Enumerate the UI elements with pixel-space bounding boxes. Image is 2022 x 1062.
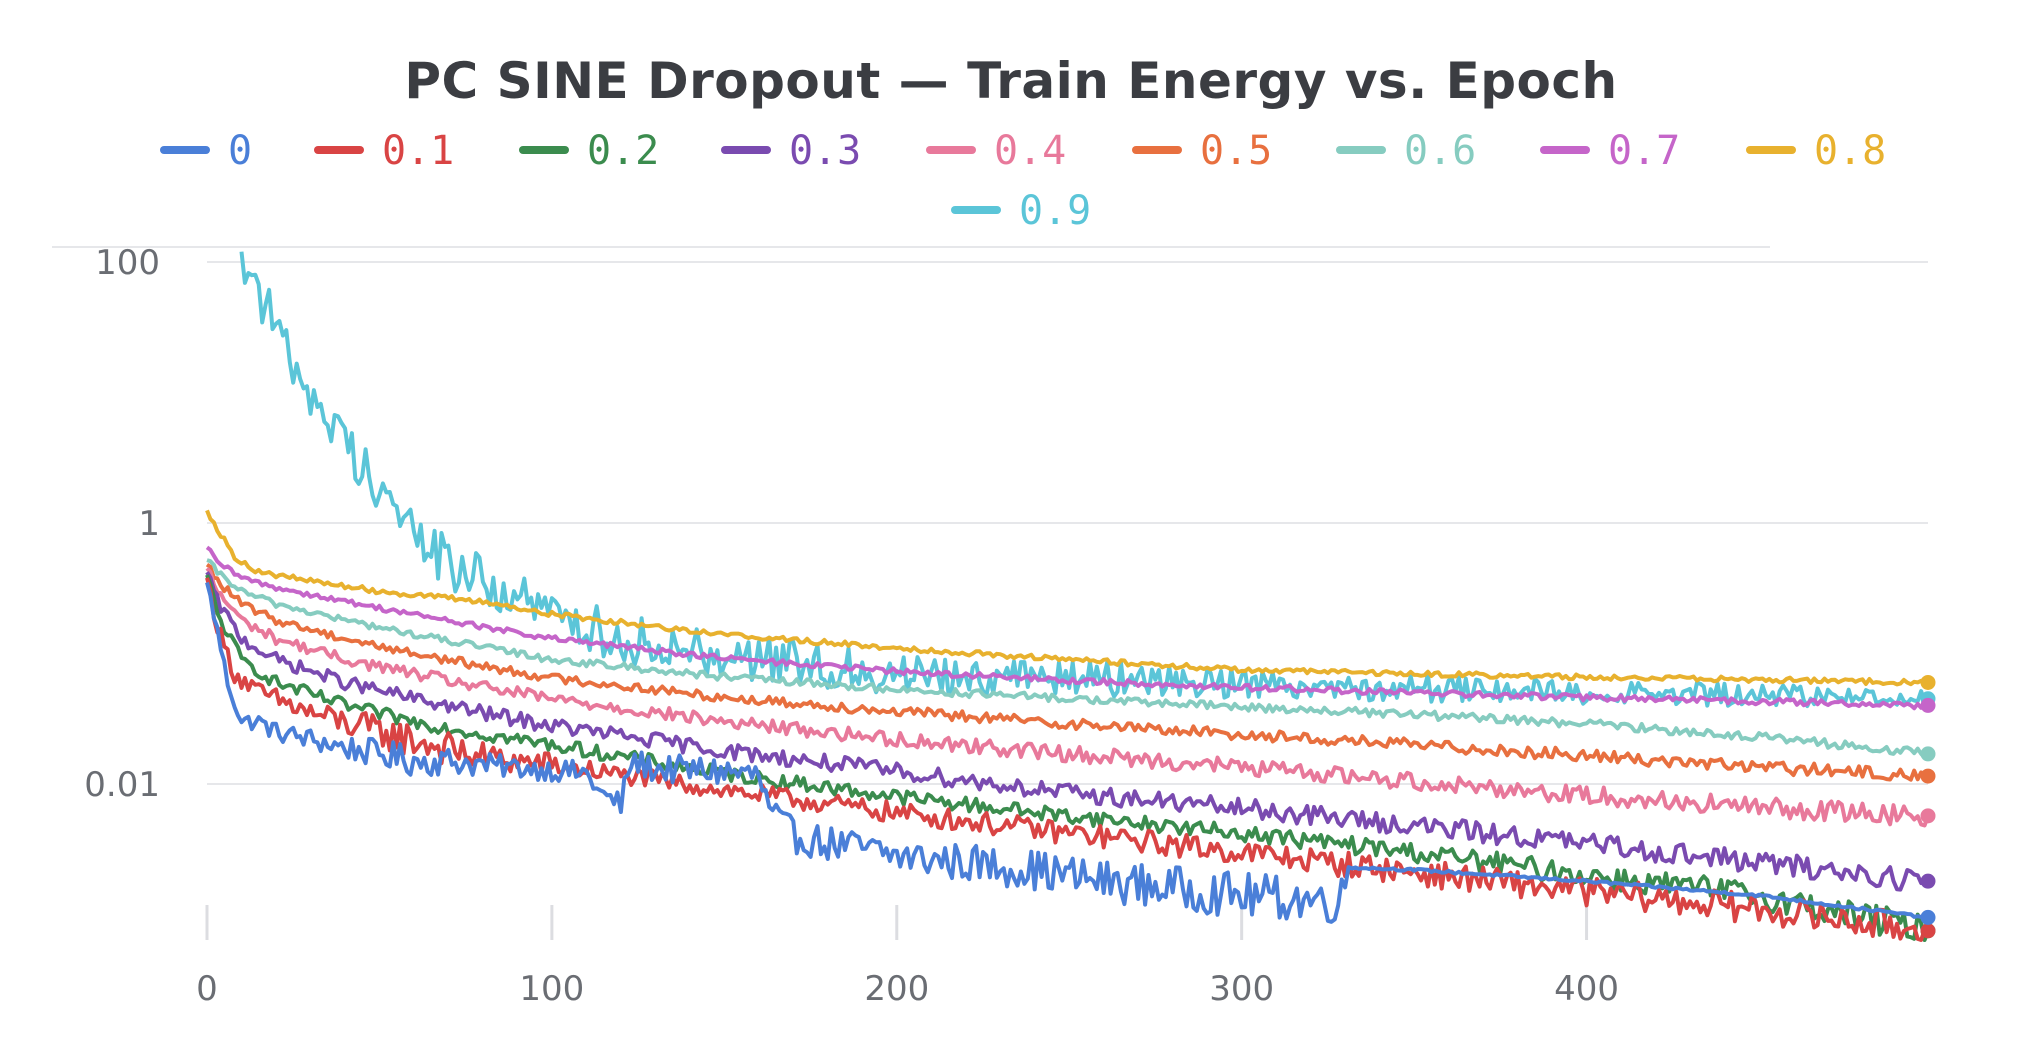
series-line-0.9 bbox=[239, 251, 1930, 709]
x-tick-label: 0 bbox=[196, 969, 218, 1009]
legend-label: 0.9 bbox=[1019, 188, 1091, 234]
end-marker-0 bbox=[1920, 909, 1936, 925]
x-tick-label: 200 bbox=[864, 969, 929, 1009]
legend-label: 0.5 bbox=[1200, 128, 1272, 174]
legend-item[interactable]: 0.5 bbox=[1132, 128, 1272, 174]
x-tick-label: 100 bbox=[519, 969, 584, 1009]
end-marker-0.6 bbox=[1920, 746, 1936, 762]
legend-label: 0 bbox=[228, 128, 252, 174]
legend-item[interactable]: 0.2 bbox=[519, 128, 659, 174]
series-line-0.3 bbox=[205, 571, 1929, 892]
series-line-0.7 bbox=[205, 545, 1929, 711]
series-lines bbox=[205, 251, 1930, 942]
legend-item[interactable]: 0.3 bbox=[721, 128, 861, 174]
legend-item[interactable]: 0.1 bbox=[314, 128, 454, 174]
series-line-0.4 bbox=[205, 566, 1930, 828]
legend-label: 0.3 bbox=[789, 128, 861, 174]
series-line-0.8 bbox=[205, 509, 1930, 687]
axes: 100 1 0.01 0 100 200 300 400 bbox=[84, 243, 1619, 1009]
x-tick-label: 300 bbox=[1209, 969, 1274, 1009]
series-line-0.6 bbox=[206, 558, 1930, 760]
y-tick-label: 100 bbox=[95, 243, 160, 283]
legend-item[interactable]: 0.7 bbox=[1540, 128, 1680, 174]
chart-title: PC SINE Dropout — Train Energy vs. Epoch bbox=[404, 52, 1618, 110]
legend-label: 0.8 bbox=[1814, 128, 1886, 174]
y-tick-label: 1 bbox=[138, 504, 160, 544]
end-marker-0.5 bbox=[1920, 768, 1936, 784]
legend-label: 0.2 bbox=[587, 128, 659, 174]
end-marker-0.7 bbox=[1920, 697, 1936, 713]
grid bbox=[52, 246, 1928, 940]
legend-label: 0.1 bbox=[382, 128, 454, 174]
y-tick-label: 0.01 bbox=[84, 765, 160, 805]
end-marker-0.8 bbox=[1920, 674, 1936, 690]
end-marker-0.3 bbox=[1920, 873, 1936, 889]
end-marker-0.4 bbox=[1920, 808, 1936, 824]
legend-label: 0.7 bbox=[1608, 128, 1680, 174]
series-line-0.1 bbox=[205, 577, 1929, 942]
legend-item[interactable]: 0.6 bbox=[1336, 128, 1476, 174]
end-marker-0.1 bbox=[1920, 923, 1936, 939]
legend-item[interactable]: 0.9 bbox=[951, 188, 1091, 234]
legend-label: 0.4 bbox=[994, 128, 1066, 174]
legend: 0 0.1 0.2 0.3 0.4 0.5 0.6 0.7 0.8 0.9 bbox=[160, 128, 1886, 234]
x-tick-label: 400 bbox=[1554, 969, 1619, 1009]
legend-label: 0.6 bbox=[1404, 128, 1476, 174]
series-line-0 bbox=[205, 581, 1929, 924]
end-markers bbox=[1920, 674, 1936, 939]
legend-item[interactable]: 0.8 bbox=[1746, 128, 1886, 174]
legend-item[interactable]: 0.4 bbox=[926, 128, 1066, 174]
series-line-0.5 bbox=[205, 562, 1929, 782]
legend-item[interactable]: 0 bbox=[160, 128, 252, 174]
